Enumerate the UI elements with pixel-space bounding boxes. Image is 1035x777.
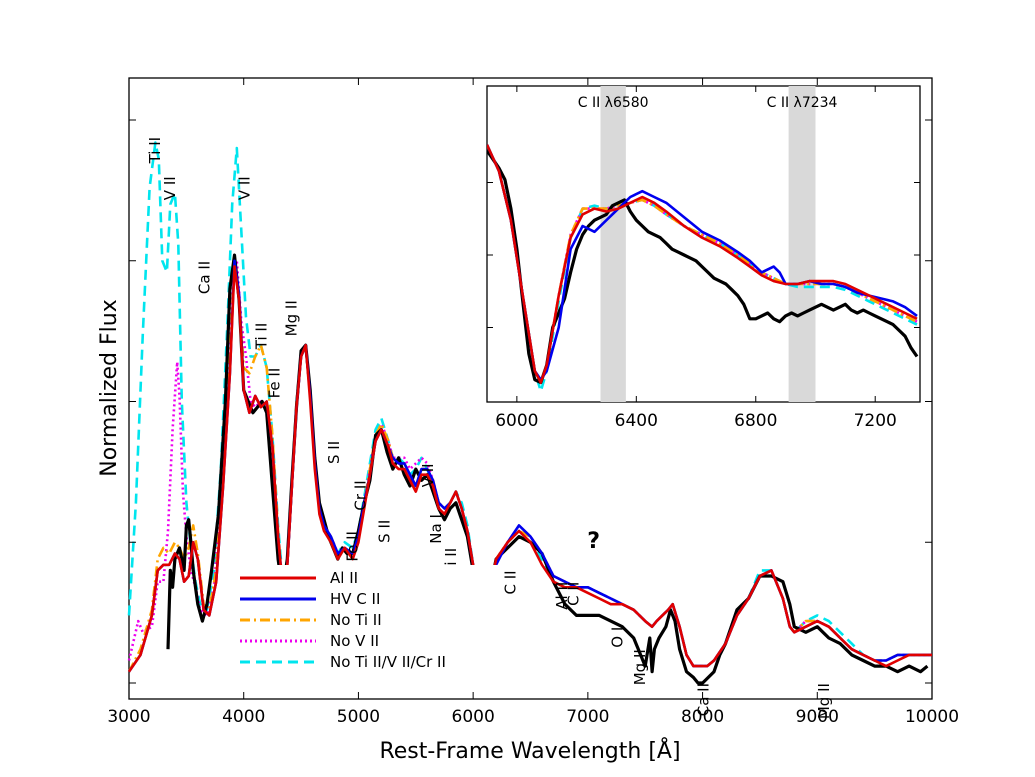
inset-band-0 xyxy=(600,86,626,402)
line-annotations: Ti II V II Ca II V II Ti II Fe II Mg II S II Cr … xyxy=(146,137,833,719)
inset-series-hv-c-ii xyxy=(487,144,918,381)
x-tick-label-9000: 9000 xyxy=(796,707,839,727)
legend-label-no-ti-ii: No Ti II xyxy=(330,611,382,629)
annotation-c-ii-15: C II xyxy=(502,570,520,594)
inset-x-tick-label-7200: 7200 xyxy=(854,411,897,431)
annotation-ca-ii-21: Ca II xyxy=(694,683,712,716)
annotation-s-ii-7: S II xyxy=(325,441,343,464)
inset-x-axis: 6000 6400 6800 7200 xyxy=(487,86,920,431)
x-tick-label-6000: 6000 xyxy=(452,707,495,727)
inset-x-tick-label-6400: 6400 xyxy=(615,411,658,431)
x-tick-label-5000: 5000 xyxy=(337,707,380,727)
legend-label-hv-c-ii: HV C II xyxy=(330,590,380,608)
annotation-fe-ii-9: Fe II xyxy=(343,531,361,562)
legend-box xyxy=(232,565,502,673)
x-tick-label-4000: 4000 xyxy=(222,707,265,727)
inset-series-group xyxy=(487,144,919,393)
inset-x-tick-label-6800: 6800 xyxy=(734,411,777,431)
legend: Al II HV C II No Ti II No V II No Ti II/V II… xyxy=(232,565,502,673)
annotation-mg-ii-6: Mg II xyxy=(282,300,300,336)
legend-label-no-v-ii: No V II xyxy=(330,632,379,650)
main-y-axis xyxy=(129,119,932,684)
legend-label-no-ti-ii-v-ii-cr-ii: No Ti II/V II/Cr II xyxy=(330,653,446,671)
inset-series-al-ii xyxy=(487,144,918,384)
series-al-ii xyxy=(127,265,932,673)
inset-band-label-1: C II λ7234 xyxy=(767,95,838,111)
inset-bands: C II λ6580 C II λ7234 xyxy=(578,86,838,402)
annotation-o-i-19: O I xyxy=(608,627,626,648)
x-axis-title: Rest-Frame Wavelength [Å] xyxy=(379,737,680,764)
annotation-ti-ii-0: Ti II xyxy=(146,137,164,164)
annotation-v-ii-3: V II xyxy=(235,176,253,200)
annotation-na-i-12: Na I xyxy=(427,514,445,544)
x-tick-label-10000: 10000 xyxy=(905,707,959,727)
inset-band-label-0: C II λ6580 xyxy=(578,95,649,111)
inset-x-tick-label-6000: 6000 xyxy=(495,411,538,431)
annotation-v-ii-11: V II xyxy=(419,463,437,487)
main-series-group xyxy=(127,141,932,685)
x-tick-label-7000: 7000 xyxy=(566,707,609,727)
inset-plot: C II λ6580 C II λ7234 6000 6400 6800 7200 xyxy=(486,85,921,431)
annotation-ca-ii-2: Ca II xyxy=(195,261,213,294)
annotation-cr-ii-8: Cr II xyxy=(351,480,369,510)
x-tick-label-8000: 8000 xyxy=(681,707,724,727)
annotation-c-ii-17: C II xyxy=(565,582,583,606)
x-tick-label-3000: 3000 xyxy=(107,707,150,727)
inset-band-1 xyxy=(788,86,816,402)
annotation-ti-ii-4: Ti II xyxy=(253,323,271,350)
annotation-v-ii-1: V II xyxy=(161,176,179,200)
inset-plot-frame xyxy=(486,85,921,403)
annotation-mg-ii-22: Mg II xyxy=(815,683,833,719)
legend-label-al-ii: Al II xyxy=(330,569,358,587)
annotation-question-mark: ? xyxy=(587,529,600,554)
annotation-mg-ii-20: Mg II xyxy=(631,649,649,685)
inset-series-observed xyxy=(487,149,919,385)
y-axis-title: Normalized Flux xyxy=(97,299,122,476)
annotation-fe-ii-5: Fe II xyxy=(265,368,283,399)
annotation-s-ii-10: S II xyxy=(375,520,393,543)
annotation-al-ii-16: Al II xyxy=(553,582,571,610)
main-x-axis: 3000 4000 5000 6000 7000 8000 9000 10000 xyxy=(107,78,959,727)
